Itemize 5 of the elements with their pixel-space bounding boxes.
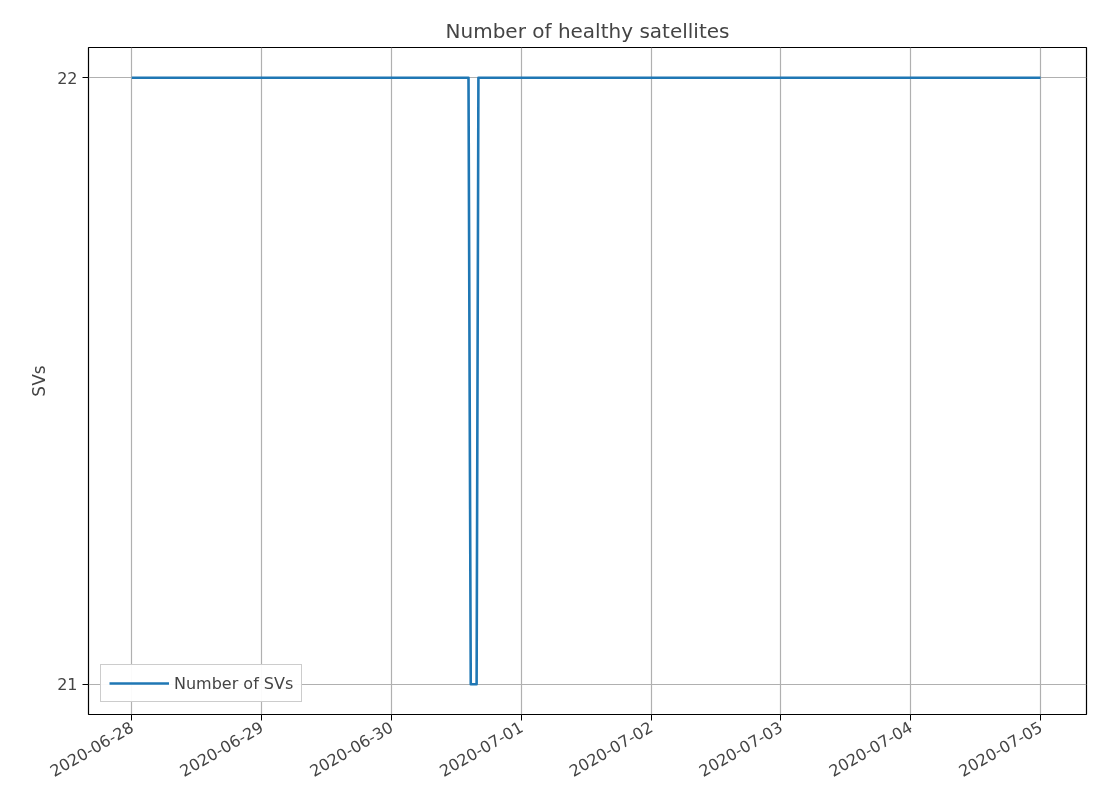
chart-title: Number of healthy satellites <box>445 18 730 43</box>
y-axis-title: SVs <box>29 365 50 397</box>
y-tick-label: 22 <box>57 68 78 88</box>
y-tick-label: 21 <box>57 675 78 695</box>
legend-label: Number of SVs <box>174 673 294 693</box>
